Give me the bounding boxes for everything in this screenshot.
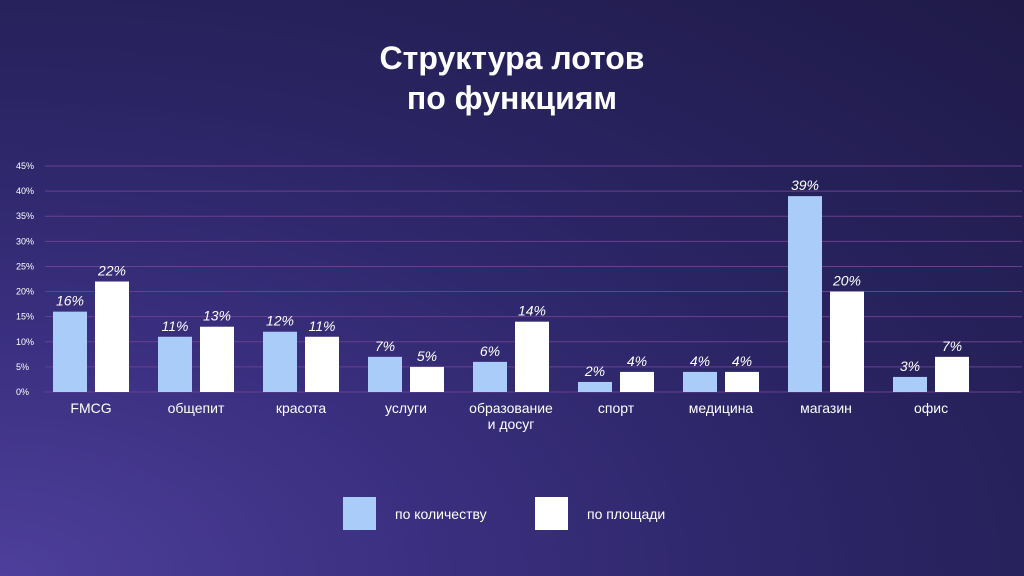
x-category-label-line: образование <box>469 400 553 416</box>
x-category-label-line: услуги <box>385 400 427 416</box>
bar-value-label: 16% <box>56 293 84 309</box>
bar-value-label: 4% <box>690 353 710 369</box>
legend-label-series1: по количеству <box>395 505 487 522</box>
bar <box>935 356 969 392</box>
bar-value-label: 39% <box>791 177 819 193</box>
y-tick-label: 45% <box>16 161 34 171</box>
x-category-label: образование и досуг <box>469 400 553 432</box>
legend-item-series2: по площади <box>535 497 665 530</box>
x-category-label: общепит <box>168 400 225 416</box>
y-tick-label: 15% <box>16 312 34 322</box>
legend-item-series1: по количеству <box>343 497 487 530</box>
bar-value-label: 4% <box>732 353 752 369</box>
bar <box>158 336 192 392</box>
x-category-label: услуги <box>385 400 427 416</box>
bar <box>200 326 234 392</box>
bar <box>473 361 507 392</box>
bar <box>725 371 759 392</box>
bar-chart: 0% 5% 10% 15% 20% 25% 30% 35% 40% 45% 16% 22% FMCG 11… <box>16 161 1022 432</box>
x-category-label: спорт <box>598 400 635 416</box>
legend-swatch-series1 <box>343 497 376 530</box>
x-category-label: магазин <box>800 400 852 416</box>
y-tick-label: 40% <box>16 186 34 196</box>
bar-value-label: 11% <box>309 318 336 334</box>
y-tick-label: 30% <box>16 236 34 246</box>
chart-title: Структура лотов по функциям <box>0 38 1024 118</box>
chart-legend: по количеству по площади <box>0 497 1024 531</box>
x-category-label-line: общепит <box>168 400 225 416</box>
x-category-label-line: медицина <box>689 400 754 416</box>
x-category-label-line: красота <box>276 400 327 416</box>
bar <box>53 311 87 392</box>
bar-value-label: 3% <box>900 358 920 374</box>
bar-value-label: 4% <box>627 353 647 369</box>
y-tick-label: 5% <box>16 362 29 372</box>
x-category-label: медицина <box>689 400 754 416</box>
x-category-label-line: FMCG <box>70 400 111 416</box>
x-category-label: FMCG <box>70 400 111 416</box>
bar-value-label: 7% <box>375 338 395 354</box>
bar <box>788 196 822 392</box>
bar <box>830 291 864 392</box>
title-line-1: Структура лотов <box>379 40 645 76</box>
bar <box>893 376 927 392</box>
legend-label-series2: по площади <box>587 505 666 522</box>
x-category-label-line: спорт <box>598 400 635 416</box>
bar <box>263 331 297 392</box>
bar-value-label: 20% <box>832 273 861 289</box>
bar-value-label: 7% <box>942 338 962 354</box>
y-tick-label: 25% <box>16 261 34 271</box>
x-category-label-line: и досуг <box>488 416 535 432</box>
x-category-label: офис <box>914 400 948 416</box>
bar <box>683 371 717 392</box>
x-category-label: красота <box>276 400 327 416</box>
bar-value-label: 12% <box>266 313 294 329</box>
bar <box>95 281 129 392</box>
y-tick-label: 35% <box>16 211 34 221</box>
bar-value-label: 11% <box>162 318 189 334</box>
y-tick-label: 0% <box>16 387 29 397</box>
bar <box>305 336 339 392</box>
x-category-label-line: офис <box>914 400 948 416</box>
bar-value-label: 2% <box>584 363 605 379</box>
bar <box>410 366 444 392</box>
bar-value-label: 22% <box>97 263 126 279</box>
bar <box>515 321 549 392</box>
bar <box>620 371 654 392</box>
bar <box>578 381 612 392</box>
bar <box>368 356 402 392</box>
y-tick-label: 20% <box>16 287 34 297</box>
x-category-label-line: магазин <box>800 400 852 416</box>
bar-value-label: 6% <box>480 343 500 359</box>
bar-value-label: 5% <box>417 348 437 364</box>
y-tick-label: 10% <box>16 337 34 347</box>
legend-swatch-series2 <box>535 497 568 530</box>
bar-value-label: 13% <box>203 308 231 324</box>
bar-value-label: 14% <box>518 303 546 319</box>
title-line-2: по функциям <box>406 80 618 116</box>
